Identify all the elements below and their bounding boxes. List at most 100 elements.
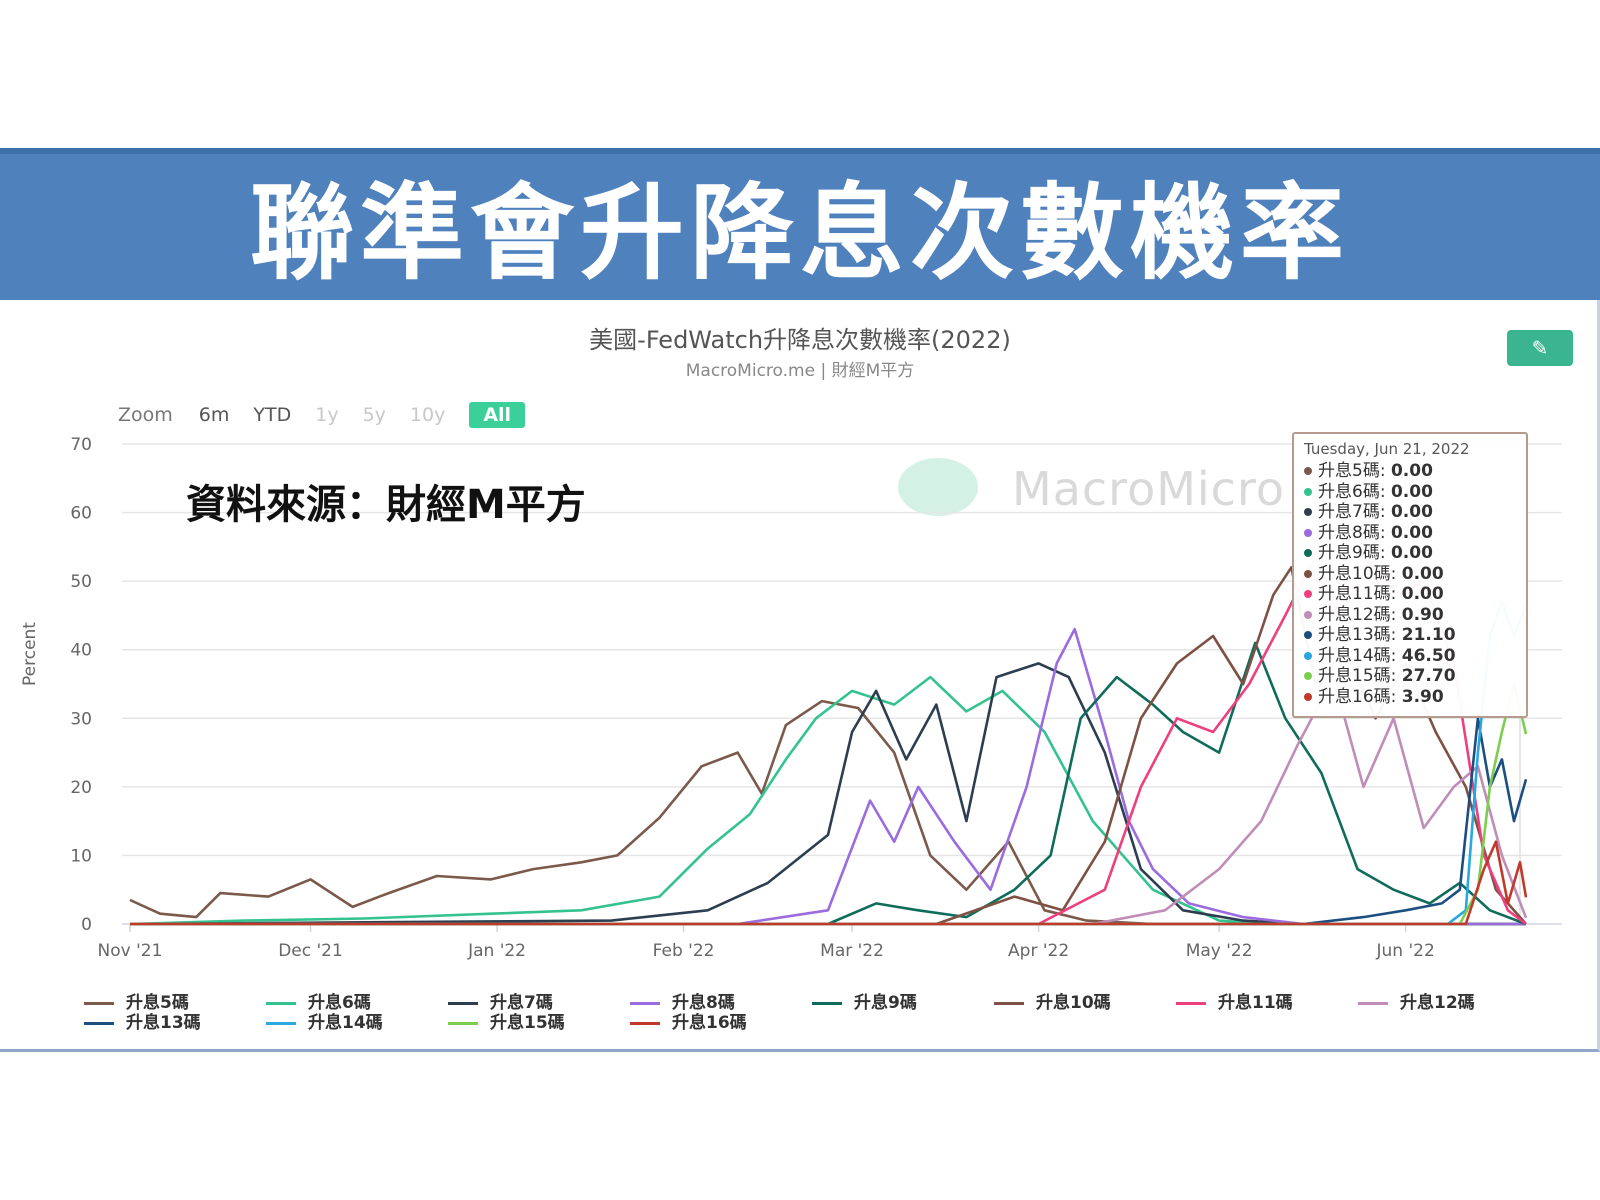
tooltip-label: 升息14碼:	[1318, 645, 1402, 666]
tooltip-value: 27.70	[1401, 666, 1456, 686]
zoom-5y-button[interactable]: 5y	[362, 404, 386, 426]
edit-button[interactable]: ✎	[1507, 330, 1573, 366]
tooltip-label: 升息5碼:	[1318, 461, 1391, 481]
legend-item[interactable]: 升息15碼	[448, 1008, 565, 1033]
y-tick-label: 10	[70, 846, 92, 866]
y-axis-label: Percent	[20, 622, 40, 686]
tooltip-row: 升息9碼: 0.00	[1304, 543, 1516, 564]
tooltip-value: 46.50	[1401, 645, 1456, 666]
legend-item[interactable]: 升息7碼	[448, 988, 553, 1013]
tooltip-dot-icon	[1304, 672, 1312, 680]
tooltip-dot-icon	[1304, 692, 1312, 701]
tooltip-label: 升息11碼:	[1318, 584, 1402, 604]
tooltip-label: 升息12碼:	[1318, 604, 1402, 625]
legend-label: 升息12碼	[1400, 993, 1475, 1013]
tooltip-value: 0.00	[1390, 543, 1433, 563]
plot-area: 0 10 20 30 40 50 60 70 Nov '21 Dec '21 Jan '22 Feb …	[70, 435, 1562, 961]
legend-item[interactable]: 升息8碼	[630, 988, 735, 1013]
tooltip-row: 升息15碼: 27.70	[1304, 666, 1516, 687]
legend-label: 升息5碼	[126, 993, 189, 1013]
series-line-7	[129, 662, 1526, 926]
x-tick-label: Apr '22	[1008, 941, 1069, 961]
legend-label: 升息15碼	[490, 1013, 565, 1033]
x-tick-label: Mar '22	[820, 941, 884, 961]
legend-item[interactable]: 升息13碼	[84, 1008, 201, 1033]
y-tick-label: 70	[70, 435, 92, 455]
tooltip-row: 升息10碼: 0.00	[1304, 564, 1516, 585]
tooltip-row: 升息14碼: 46.50	[1304, 646, 1516, 667]
watermark-text: MacroMicro	[1012, 462, 1286, 516]
zoom-ytd-button[interactable]: YTD	[253, 404, 292, 426]
legend-item[interactable]: 升息6碼	[266, 988, 371, 1013]
legend-label: 升息10碼	[1036, 993, 1111, 1013]
banner-title: 聯準會升降息次數機率	[249, 172, 1350, 294]
series-line-13	[130, 717, 1528, 926]
tooltip-value: 0.00	[1401, 584, 1444, 604]
series-line-16	[130, 840, 1528, 926]
chart-title: 美國-FedWatch升降息次數機率(2022)	[589, 326, 1011, 354]
legend-swatch-icon	[84, 1001, 114, 1005]
macromicro-logo-icon	[898, 458, 978, 516]
legend-item[interactable]: 升息10碼	[994, 988, 1111, 1013]
tooltip-dot-icon	[1304, 487, 1312, 496]
legend-item[interactable]: 升息16碼	[630, 1008, 747, 1033]
tooltip-value: 0.00	[1390, 502, 1433, 522]
tooltip-dot-icon	[1304, 631, 1312, 639]
chart-subtitle: MacroMicro.me | 財經M平方	[685, 361, 915, 381]
legend-swatch-icon	[630, 1021, 660, 1025]
legend-swatch-icon	[448, 1021, 478, 1025]
tooltip-value: 0.90	[1401, 604, 1444, 625]
tooltip-row: 升息7碼: 0.00	[1304, 502, 1516, 523]
tooltip-label: 升息6碼:	[1318, 481, 1391, 502]
legend-label: 升息8碼	[672, 993, 735, 1013]
legend-swatch-icon	[994, 1001, 1024, 1005]
tooltip-date: Tuesday, Jun 21, 2022	[1304, 440, 1470, 458]
legend-label: 升息11碼	[1218, 993, 1293, 1013]
legend-item[interactable]: 升息11碼	[1176, 988, 1293, 1013]
x-tick-label: Dec '21	[278, 941, 343, 961]
y-tick-label: 30	[70, 709, 92, 729]
tooltip-row: 升息11碼: 0.00	[1304, 584, 1516, 605]
tooltip-label: 升息7碼:	[1318, 502, 1391, 522]
tooltip-dot-icon	[1304, 610, 1312, 619]
tooltip-label: 升息15碼:	[1318, 666, 1402, 686]
legend-item[interactable]: 升息5碼	[84, 988, 189, 1013]
series-line-8	[130, 627, 1526, 926]
tooltip-dot-icon	[1304, 528, 1312, 537]
tooltip-label: 升息13碼:	[1318, 625, 1402, 645]
series-line-12	[130, 675, 1528, 926]
y-tick-label: 60	[70, 504, 92, 524]
x-tick-label: Nov '21	[98, 941, 163, 961]
zoom-1y-button[interactable]: 1y	[315, 404, 339, 426]
legend-label: 升息6碼	[308, 993, 371, 1013]
y-tick-label: 20	[70, 778, 92, 798]
x-tick-label: Jan '22	[467, 941, 526, 961]
tooltip-dot-icon	[1304, 549, 1312, 557]
legend-swatch-icon	[1176, 1001, 1206, 1005]
x-tick-label: Jun '22	[1376, 941, 1435, 961]
zoom-all-button[interactable]: All	[469, 402, 526, 428]
chart-panel: 美國-FedWatch升降息次數機率(2022) MacroMicro.me |…	[0, 300, 1600, 1052]
legend-label: 升息16碼	[672, 1013, 747, 1033]
x-tick-label: May '22	[1186, 941, 1253, 961]
tooltip-row: 升息16碼: 3.90	[1304, 687, 1516, 708]
legend-swatch-icon	[84, 1021, 114, 1025]
legend-label: 升息13碼	[126, 1013, 201, 1033]
tooltip-value: 0.00	[1401, 563, 1444, 584]
tooltip-label: 升息16碼:	[1318, 686, 1402, 707]
legend-item[interactable]: 升息12碼	[1358, 988, 1475, 1013]
y-tick-label: 50	[70, 572, 92, 592]
legend-swatch-icon	[266, 1021, 296, 1025]
tooltip-row: 升息5碼: 0.00	[1304, 461, 1516, 482]
series-line-5	[129, 699, 1526, 926]
zoom-6m-button[interactable]: 6m	[198, 404, 230, 426]
legend-item[interactable]: 升息9碼	[812, 988, 917, 1013]
legend-swatch-icon	[266, 1001, 296, 1005]
legend-item[interactable]: 升息14碼	[266, 1008, 383, 1033]
zoom-10y-button[interactable]: 10y	[409, 404, 446, 426]
tooltip-row: 升息8碼: 0.00	[1304, 523, 1516, 544]
tooltip-value: 3.90	[1401, 686, 1444, 707]
x-tick-label: Feb '22	[653, 941, 715, 961]
tooltip-row: 升息12碼: 0.90	[1304, 605, 1516, 626]
tooltip-value: 0.00	[1390, 461, 1433, 481]
